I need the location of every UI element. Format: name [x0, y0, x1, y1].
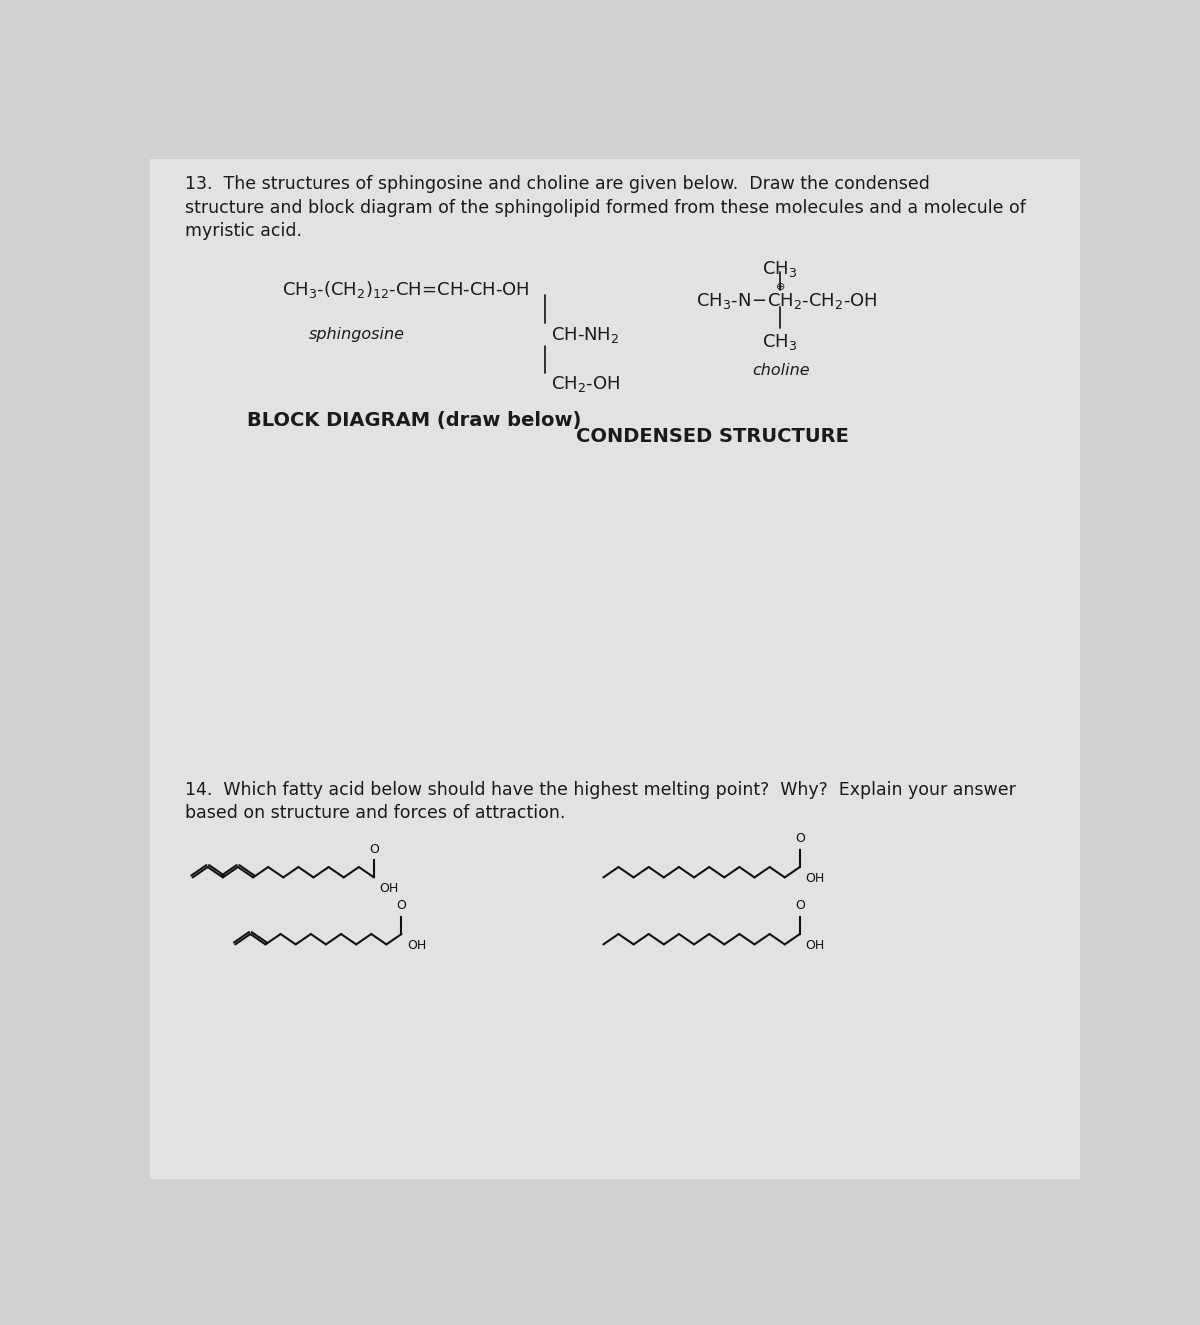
Text: CH$_3$-(CH$_2$)$_{12}$-CH=CH-CH-OH: CH$_3$-(CH$_2$)$_{12}$-CH=CH-CH-OH [282, 280, 529, 301]
Text: CH$_3$-N$\!-\!$CH$_2$-CH$_2$-OH: CH$_3$-N$\!-\!$CH$_2$-CH$_2$-OH [696, 292, 878, 311]
Polygon shape [150, 159, 1080, 1179]
Text: CONDENSED STRUCTURE: CONDENSED STRUCTURE [576, 427, 850, 445]
Text: 13.  The structures of sphingosine and choline are given below.  Draw the conden: 13. The structures of sphingosine and ch… [185, 175, 930, 193]
Text: CH$_3$: CH$_3$ [762, 333, 798, 352]
Text: O: O [794, 900, 805, 913]
Text: OH: OH [805, 938, 824, 951]
Text: based on structure and forces of attraction.: based on structure and forces of attract… [185, 804, 565, 823]
Text: OH: OH [379, 882, 398, 894]
Text: $\oplus$: $\oplus$ [775, 281, 785, 292]
Text: O: O [794, 832, 805, 845]
Text: OH: OH [805, 872, 824, 885]
Text: 14.  Which fatty acid below should have the highest melting point?  Why?  Explai: 14. Which fatty acid below should have t… [185, 782, 1015, 799]
Text: structure and block diagram of the sphingolipid formed from these molecules and : structure and block diagram of the sphin… [185, 199, 1026, 216]
Text: CH$_2$-OH: CH$_2$-OH [551, 374, 620, 394]
Text: O: O [396, 900, 407, 913]
Text: OH: OH [407, 938, 426, 951]
Text: myristic acid.: myristic acid. [185, 221, 302, 240]
Text: BLOCK DIAGRAM (draw below): BLOCK DIAGRAM (draw below) [247, 411, 581, 431]
Text: O: O [370, 843, 379, 856]
Text: choline: choline [752, 363, 810, 378]
Text: CH$_3$: CH$_3$ [762, 260, 798, 280]
Text: CH-NH$_2$: CH-NH$_2$ [551, 325, 618, 344]
Text: sphingosine: sphingosine [308, 327, 404, 342]
